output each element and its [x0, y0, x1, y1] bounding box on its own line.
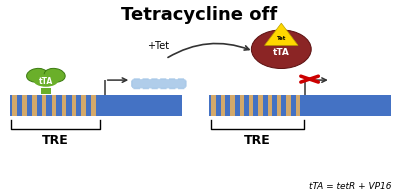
Bar: [71, 95, 76, 116]
Text: TRE: TRE: [42, 134, 69, 147]
Text: Tet: Tet: [277, 36, 286, 41]
Bar: [91, 95, 96, 116]
Bar: [296, 95, 300, 116]
FancyBboxPatch shape: [132, 79, 186, 88]
Ellipse shape: [251, 30, 311, 69]
Bar: [230, 95, 235, 116]
Bar: [42, 95, 46, 116]
Bar: [211, 95, 216, 116]
Ellipse shape: [34, 74, 58, 87]
Bar: [22, 95, 27, 116]
Polygon shape: [265, 23, 298, 45]
Bar: [209, 95, 391, 116]
Bar: [81, 95, 86, 116]
Bar: [259, 95, 263, 116]
Bar: [277, 95, 282, 116]
Text: TRE: TRE: [244, 134, 271, 147]
Ellipse shape: [27, 68, 47, 82]
Bar: [268, 95, 272, 116]
Bar: [32, 95, 36, 116]
Bar: [52, 95, 56, 116]
Bar: [221, 95, 225, 116]
Bar: [41, 88, 51, 94]
Text: tTA: tTA: [39, 77, 53, 85]
Text: +Tet: +Tet: [146, 41, 169, 51]
Bar: [62, 95, 66, 116]
Bar: [249, 95, 253, 116]
Ellipse shape: [44, 68, 65, 82]
Text: tTA = tetR + VP16: tTA = tetR + VP16: [308, 182, 391, 191]
Bar: [10, 95, 182, 116]
Bar: [286, 95, 291, 116]
Text: Tetracycline off: Tetracycline off: [121, 6, 278, 24]
Bar: [239, 95, 244, 116]
Bar: [12, 95, 17, 116]
Text: tTA: tTA: [273, 48, 290, 57]
